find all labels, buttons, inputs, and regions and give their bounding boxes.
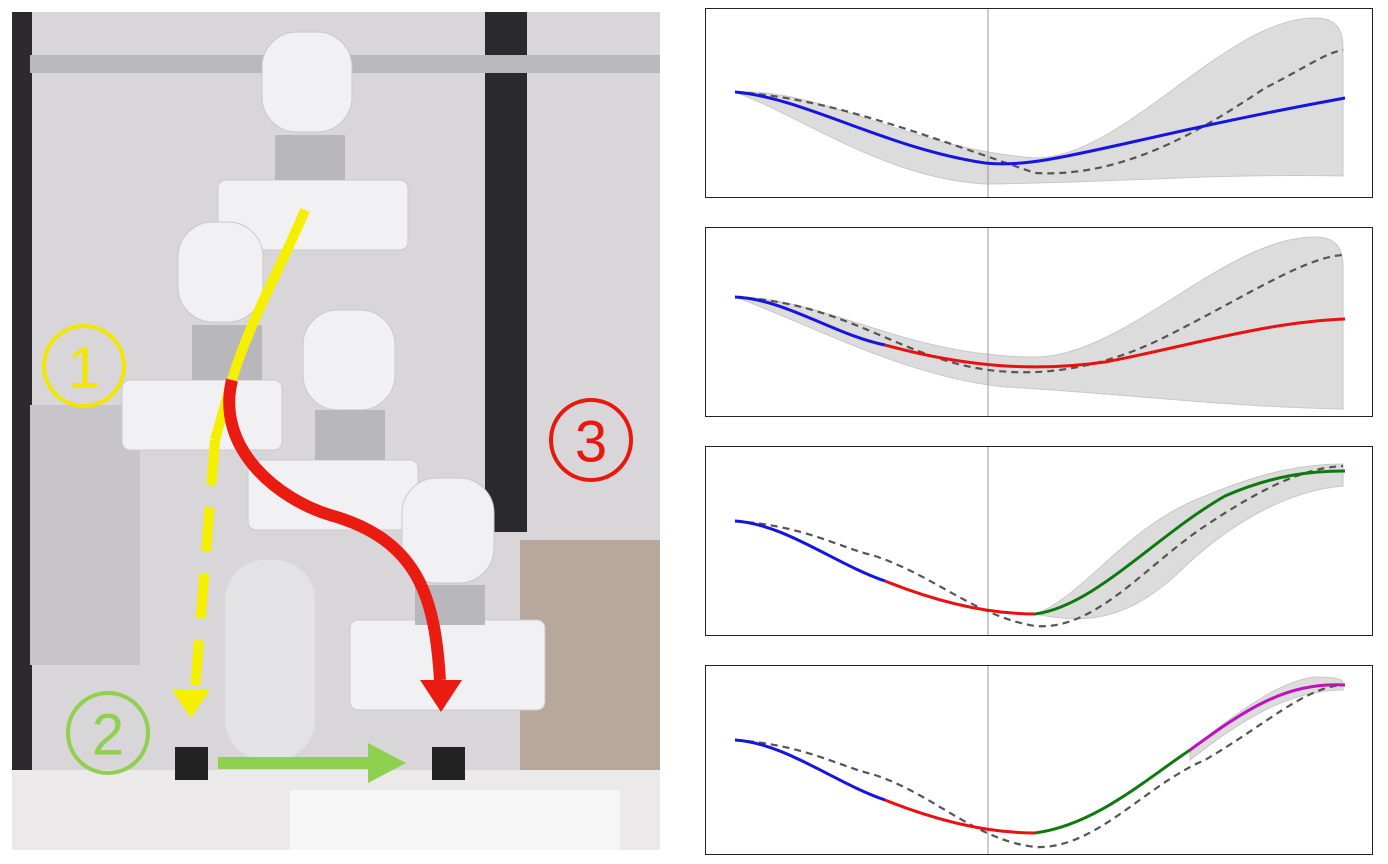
step-label: 2 [92, 703, 124, 768]
trajectory-panel [705, 446, 1373, 636]
trajectory-panel [705, 227, 1373, 417]
trajectory-panel [705, 8, 1373, 198]
step-label: 1 [68, 336, 100, 401]
robot-photo: 1 2 3 [12, 12, 660, 850]
step-label: 3 [575, 410, 607, 475]
trajectory-panel [705, 665, 1373, 855]
